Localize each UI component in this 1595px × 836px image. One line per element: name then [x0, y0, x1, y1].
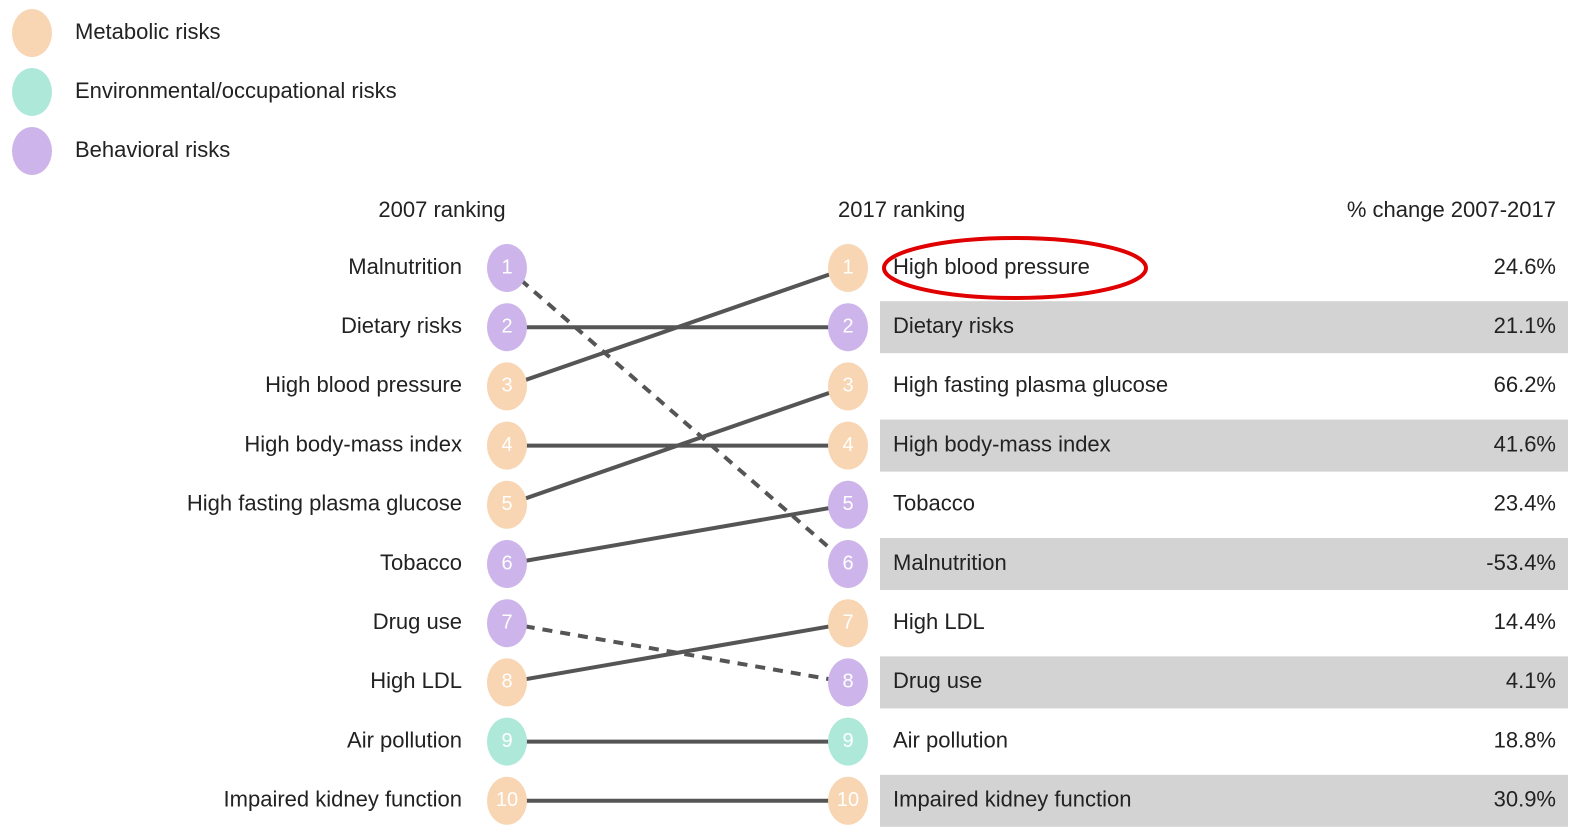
risk-label-2007: High LDL	[370, 668, 462, 693]
rank-number-2007: 6	[501, 552, 512, 574]
rank-number-2017: 9	[842, 730, 853, 752]
risk-label-2017: Air pollution	[893, 727, 1008, 752]
rank-number-2017: 7	[842, 611, 853, 633]
row-band	[880, 774, 1568, 827]
rank-badge-2017	[828, 599, 868, 648]
row-band	[880, 538, 1568, 590]
rank-badge-2007	[487, 717, 527, 766]
row-band	[880, 419, 1568, 472]
rank-badge-2017	[828, 540, 868, 588]
legend-swatch	[12, 127, 52, 175]
rank-number-2017: 8	[842, 671, 853, 693]
percent-change: 4.1%	[1506, 668, 1556, 693]
risk-label-2007: High body-mass index	[244, 431, 462, 456]
risk-label-2007: High fasting plasma glucose	[187, 491, 462, 516]
percent-change: 41.6%	[1494, 431, 1556, 456]
rank-badge-2017	[828, 244, 868, 292]
legend-label: Metabolic risks	[75, 19, 220, 44]
percent-change: -53.4%	[1486, 550, 1556, 575]
risk-label-2017: Dietary risks	[893, 313, 1014, 338]
risk-label-2017: High body-mass index	[893, 431, 1111, 456]
rank-badge-2007	[487, 480, 527, 529]
risk-label-2007: Dietary risks	[341, 313, 462, 338]
rank-number-2017: 5	[842, 493, 853, 515]
rank-number-2017: 2	[842, 315, 853, 337]
rank-badge-2017	[828, 658, 868, 707]
rank-badge-2017	[828, 303, 868, 352]
rank-badge-2007	[487, 776, 527, 825]
rank-badge-2007	[487, 244, 527, 292]
header-2007: 2007 ranking	[378, 197, 505, 222]
percent-change: 30.9%	[1494, 787, 1556, 812]
risk-label-2017: High blood pressure	[893, 254, 1090, 279]
header-change: % change 2007-2017	[1347, 197, 1556, 222]
percent-change: 66.2%	[1494, 372, 1556, 397]
highlight-circle	[882, 236, 1148, 300]
rank-badge-2017	[828, 776, 868, 825]
rank-badge-2017	[828, 480, 868, 529]
risk-label-2007: Malnutrition	[348, 254, 462, 279]
rank-badge-2007	[487, 362, 527, 411]
connector	[506, 384, 849, 507]
rank-number-2007: 1	[501, 256, 512, 278]
legend-label: Behavioral risks	[75, 137, 230, 162]
risk-label-2017: High fasting plasma glucose	[893, 372, 1168, 397]
rank-number-2017: 10	[837, 789, 859, 811]
rank-number-2007: 3	[501, 375, 512, 397]
rank-badge-2017	[828, 362, 868, 411]
header-2017: 2017 ranking	[838, 197, 965, 222]
rank-number-2017: 6	[842, 552, 853, 574]
rank-number-2007: 8	[501, 671, 512, 693]
rank-badge-2007	[487, 658, 527, 707]
risk-label-2017: Impaired kidney function	[893, 787, 1131, 812]
connector	[506, 621, 849, 685]
risk-label-2007: High blood pressure	[265, 372, 462, 397]
risk-label-2007: Tobacco	[380, 550, 462, 575]
rank-badge-2017	[828, 421, 868, 470]
row-band	[880, 656, 1568, 709]
percent-change: 14.4%	[1494, 609, 1556, 634]
connector	[506, 621, 849, 685]
connectors	[505, 266, 850, 803]
rank-badge-2007	[487, 540, 527, 588]
connector	[506, 266, 849, 389]
rank-number-2007: 2	[501, 315, 512, 337]
rank-badge-2007	[487, 303, 527, 352]
rank-number-2007: 5	[501, 493, 512, 515]
rank-number-2017: 4	[842, 434, 853, 456]
rank-number-2007: 10	[496, 789, 518, 811]
rank-number-2007: 9	[501, 730, 512, 752]
connector	[505, 266, 850, 566]
rank-badge-2007	[487, 599, 527, 648]
risk-label-2017: Drug use	[893, 668, 982, 693]
risk-label-2017: High LDL	[893, 609, 985, 634]
percent-change: 21.1%	[1494, 313, 1556, 338]
risk-label-2007: Air pollution	[347, 727, 462, 752]
legend-swatch	[12, 68, 52, 116]
row-band	[880, 301, 1568, 354]
rank-number-2017: 3	[842, 375, 853, 397]
risk-label-2007: Drug use	[373, 609, 462, 634]
percent-change: 24.6%	[1494, 254, 1556, 279]
rank-number-2007: 7	[501, 611, 512, 633]
risk-label-2017: Tobacco	[893, 491, 975, 516]
legend-swatch	[12, 9, 52, 57]
percent-change: 18.8%	[1494, 727, 1556, 752]
rank-number-2017: 1	[842, 256, 853, 278]
legend-label: Environmental/occupational risks	[75, 78, 397, 103]
risk-label-2017: Malnutrition	[893, 550, 1007, 575]
rank-badge-2017	[828, 717, 868, 766]
row-backgrounds	[880, 301, 1568, 827]
rank-number-2007: 4	[501, 434, 512, 456]
connector	[506, 502, 849, 566]
rank-badge-2007	[487, 421, 527, 470]
risk-label-2007: Impaired kidney function	[224, 787, 462, 812]
percent-change: 23.4%	[1494, 491, 1556, 516]
